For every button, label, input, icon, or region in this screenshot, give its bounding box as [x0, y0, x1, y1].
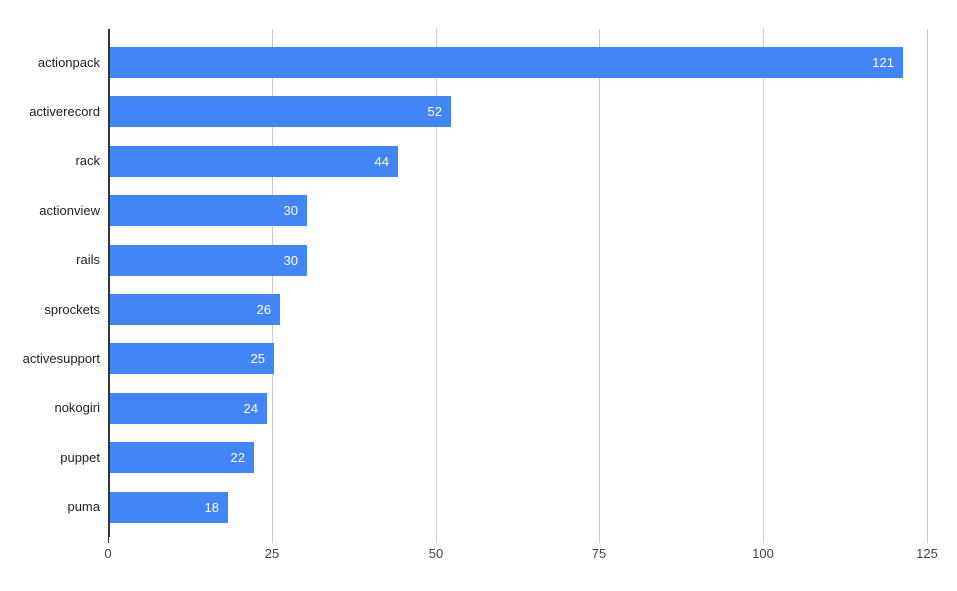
x-tick-label: 25 [264, 546, 280, 561]
category-label-sprockets: sprockets [44, 302, 100, 317]
x-tick-label: 0 [104, 546, 112, 561]
category-label-activesupport: activesupport [22, 351, 100, 366]
category-label-nokogiri: nokogiri [54, 400, 100, 415]
gridline [272, 29, 273, 537]
x-tick-label: 50 [428, 546, 444, 561]
bar-rails: 30 [110, 245, 307, 276]
category-label-activerecord: activerecord [29, 104, 100, 119]
bar-value-label: 44 [374, 154, 389, 169]
bar-activerecord: 52 [110, 96, 451, 127]
gridline [599, 29, 600, 537]
x-axis-tick [927, 537, 928, 543]
bar-sprockets: 26 [110, 294, 280, 325]
category-label-actionpack: actionpack [37, 55, 100, 70]
bar-puppet: 22 [110, 442, 254, 473]
bar-value-label: 18 [204, 500, 219, 515]
bar-value-label: 25 [250, 351, 265, 366]
bar-rack: 44 [110, 146, 398, 177]
x-tick-label: 75 [591, 546, 607, 561]
category-label-actionview: actionview [39, 203, 100, 218]
gridline [927, 29, 928, 537]
category-label-puma: puma [67, 499, 100, 514]
bar-value-label: 30 [283, 203, 298, 218]
bar-value-label: 24 [243, 401, 258, 416]
bar-nokogiri: 24 [110, 393, 267, 424]
bar-value-label: 52 [427, 104, 442, 119]
x-axis-tick [763, 537, 764, 543]
x-tick-label: 100 [752, 546, 774, 561]
gridline [436, 29, 437, 537]
x-tick-label: 125 [916, 546, 938, 561]
bar-value-label: 30 [283, 253, 298, 268]
bar-actionpack: 121 [110, 47, 903, 78]
bar-value-label: 22 [230, 450, 245, 465]
y-axis-baseline [108, 29, 110, 537]
gridline [763, 29, 764, 537]
x-axis-tick [436, 537, 437, 543]
x-axis-tick [272, 537, 273, 543]
category-label-puppet: puppet [60, 450, 100, 465]
bar-value-label: 121 [872, 55, 894, 70]
plot-area: 121 52 44 30 30 26 25 24 22 18 [108, 29, 928, 537]
category-label-rails: rails [76, 252, 100, 267]
category-label-rack: rack [75, 153, 100, 168]
x-axis-tick [599, 537, 600, 543]
bar-puma: 18 [110, 492, 228, 523]
bar-actionview: 30 [110, 195, 307, 226]
bar-value-label: 26 [256, 302, 271, 317]
x-axis-tick [108, 537, 109, 543]
bar-activesupport: 25 [110, 343, 274, 374]
